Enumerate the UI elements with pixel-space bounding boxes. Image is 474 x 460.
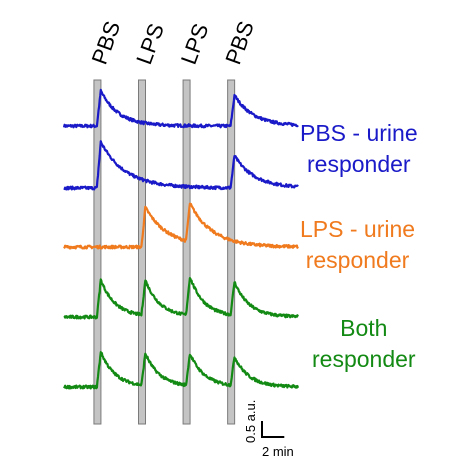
trace-group-1-0 [63,202,299,250]
stimulus-labels: PBS LPS LPS PBS [87,18,259,68]
stimulus-label-2: LPS [176,20,214,68]
group-label-line: LPS - urine [300,216,416,242]
group-label-line: responder [307,151,411,177]
scale-bar-lines [261,421,285,438]
traces [62,88,300,390]
scale-bar-x-label: 2 min [262,444,294,459]
stimulus-bar-2 [182,79,191,425]
stimulus-label-1: LPS [131,20,169,68]
stimulus-label-3: PBS [220,18,259,68]
group-label-0: PBS - urine responder [300,118,418,180]
trace-group-0-1 [63,140,299,191]
group-label-2: Both responder [312,313,416,375]
scale-bar-y-label: 0.5 a.u. [243,400,258,443]
group-label-line: responder [312,346,416,372]
group-label-line: PBS - urine [300,120,418,146]
stimulus-label-0: PBS [87,18,126,68]
group-label-line: Both [340,315,388,341]
group-label-1: LPS - urine responder [300,214,415,276]
trace-group-2-1 [63,351,300,390]
stimulus-bar-1 [138,79,146,425]
group-label-line: responder [305,247,410,273]
trace-group-2-0 [63,277,299,320]
stimulus-bar-3 [227,79,236,425]
stimulus-bars [93,79,236,425]
scale-bar: 0.5 a.u. 2 min [243,400,294,459]
stimulus-bar-0 [93,79,102,425]
trace-group-0-0 [62,88,299,129]
